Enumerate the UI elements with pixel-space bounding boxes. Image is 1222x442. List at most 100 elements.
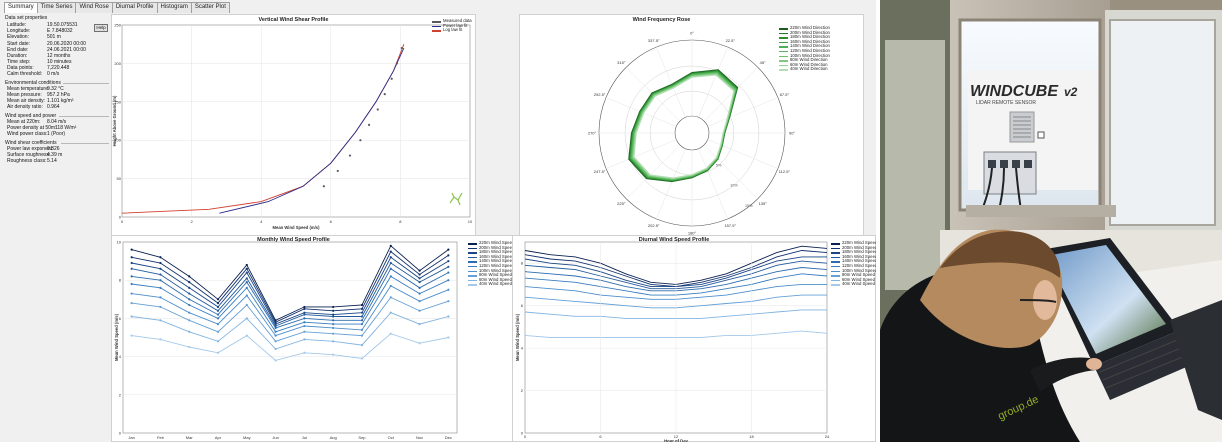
- x-tick-label: 6: [330, 219, 333, 224]
- data-point: [332, 319, 335, 322]
- y-axis-label: Mean Wind Speed (m/s): [114, 313, 119, 361]
- data-point: [274, 340, 277, 343]
- legend-label: 220m Wind Speed: [479, 240, 515, 245]
- rose-direction-label: 67.5°: [780, 92, 790, 97]
- data-point: [188, 275, 191, 278]
- data-point: [216, 351, 220, 354]
- rose-direction-label: 0°: [690, 31, 694, 36]
- tab-summary[interactable]: Summary: [4, 2, 38, 13]
- tab-histogram[interactable]: Histogram: [156, 2, 192, 13]
- data-point: [159, 256, 162, 259]
- series-line-40m-wind-speed: [131, 333, 449, 361]
- help-button[interactable]: Help: [94, 24, 108, 32]
- y-tick-label: 0: [119, 431, 122, 436]
- data-point: [332, 340, 335, 343]
- data-point: [447, 315, 450, 318]
- data-point: [159, 279, 162, 282]
- legend-label: 60m Wind Speed: [842, 276, 875, 282]
- data-point: [389, 250, 392, 253]
- x-tick-label: 18: [749, 434, 754, 439]
- x-axis-label: Mean Wind Speed (m/s): [273, 225, 321, 230]
- tab-strip: Summary Time Series Wind Rose Diurnal Pr…: [4, 2, 230, 13]
- y-tick-label: 8: [119, 278, 122, 283]
- x-tick-label: Aug: [330, 435, 337, 440]
- data-point: [188, 298, 191, 301]
- legend-item: 220m Wind Direction: [779, 25, 830, 31]
- data-point: [159, 261, 162, 265]
- data-point: [360, 311, 364, 314]
- legend-item: 200m Wind Speed: [468, 245, 514, 251]
- monthly-chart-panel: Monthly Wind Speed Profile 0 2 4 6 8 10 Mean W…: [111, 235, 516, 442]
- data-point: [216, 340, 220, 343]
- data-point: [418, 292, 421, 295]
- data-point: [216, 323, 220, 326]
- wind-shear-heading: Wind shear coefficients: [5, 140, 57, 146]
- data-point: [389, 244, 392, 247]
- diurnal-chart-title: Diurnal Wind Speed Profile: [638, 237, 710, 243]
- legend-item: 220m Wind Speed: [831, 240, 876, 246]
- data-point: [389, 267, 392, 270]
- data-point: [245, 263, 248, 267]
- legend-item: 200m Wind Direction: [779, 30, 830, 36]
- data-point: [418, 286, 421, 289]
- data-point: [332, 305, 335, 309]
- measured-point: [336, 169, 339, 173]
- legend-swatch: [831, 256, 840, 259]
- rose-series-40m-wind-direction: [633, 74, 735, 179]
- x-tick-label: 8: [399, 219, 402, 224]
- legend-item: 40m Wind Speed: [831, 282, 876, 287]
- data-point: [360, 323, 364, 326]
- legend-swatch: [831, 275, 840, 277]
- x-tick-label: Jan: [128, 435, 134, 440]
- data-point: [447, 265, 450, 268]
- x-tick-label: Jun: [272, 435, 278, 440]
- monthly-chart-title: Monthly Wind Speed Profile: [257, 237, 330, 243]
- rose-direction-label: 202.5°: [648, 223, 660, 228]
- legend-item: Power law fit: [432, 23, 472, 29]
- data-point: [418, 309, 421, 312]
- legend-item: 200m Wind Speed: [831, 244, 876, 251]
- legend-item: 40m Wind Speed: [468, 282, 514, 287]
- rose-direction-label: 112.5°: [779, 169, 791, 174]
- divider: [61, 143, 109, 144]
- rose-direction-label: 292.5°: [594, 92, 606, 97]
- data-point: [245, 277, 248, 280]
- tab-diurnal-profile[interactable]: Diurnal Profile: [111, 2, 158, 13]
- data-point: [360, 328, 364, 331]
- legend-label: 120m Wind Direction: [790, 47, 830, 53]
- legend-item: 160m Wind Speed: [831, 254, 876, 260]
- legend-item: 60m Wind Speed: [831, 276, 876, 283]
- data-point: [188, 345, 191, 349]
- windcube-logo-suffix: v2: [1064, 85, 1078, 99]
- data-point: [130, 261, 133, 265]
- data-point: [447, 279, 450, 282]
- tab-scatter-plot[interactable]: Scatter Plot: [190, 2, 230, 13]
- data-point: [418, 269, 421, 272]
- rose-direction-label: 135°: [759, 201, 768, 206]
- series-line-140m-wind-speed: [131, 268, 449, 329]
- data-set-heading: Data set properties: [5, 15, 48, 21]
- data-point: [159, 338, 162, 341]
- data-point: [188, 286, 191, 289]
- properties-panel: Data set properties Help Latitude: 19.50.…: [3, 14, 109, 194]
- legend-label: 200m Wind Speed: [842, 244, 876, 250]
- tab-time-series[interactable]: Time Series: [36, 2, 77, 13]
- legend-item: 80m Wind Direction: [779, 57, 830, 63]
- series-line-power-law-fit: [219, 47, 405, 214]
- rose-spoke: [626, 144, 681, 199]
- x-tick-label: 24: [825, 434, 830, 439]
- data-point: [332, 353, 335, 356]
- legend-swatch: [831, 279, 840, 282]
- legend-label: 180m Wind Speed: [842, 249, 876, 255]
- y-tick-label: 50: [117, 176, 122, 181]
- data-point: [216, 309, 220, 312]
- legend-swatch: [779, 41, 788, 44]
- x-tick-label: Mar: [186, 435, 194, 440]
- rose-spoke: [656, 148, 686, 220]
- data-point: [159, 273, 162, 276]
- legend-item: 100m Wind Speed: [831, 268, 876, 274]
- legend-label: 80m Wind Speed: [842, 272, 875, 278]
- x-tick-label: Nov: [416, 435, 423, 440]
- tab-wind-rose[interactable]: Wind Rose: [75, 2, 113, 13]
- x-tick-label: 6: [599, 434, 602, 439]
